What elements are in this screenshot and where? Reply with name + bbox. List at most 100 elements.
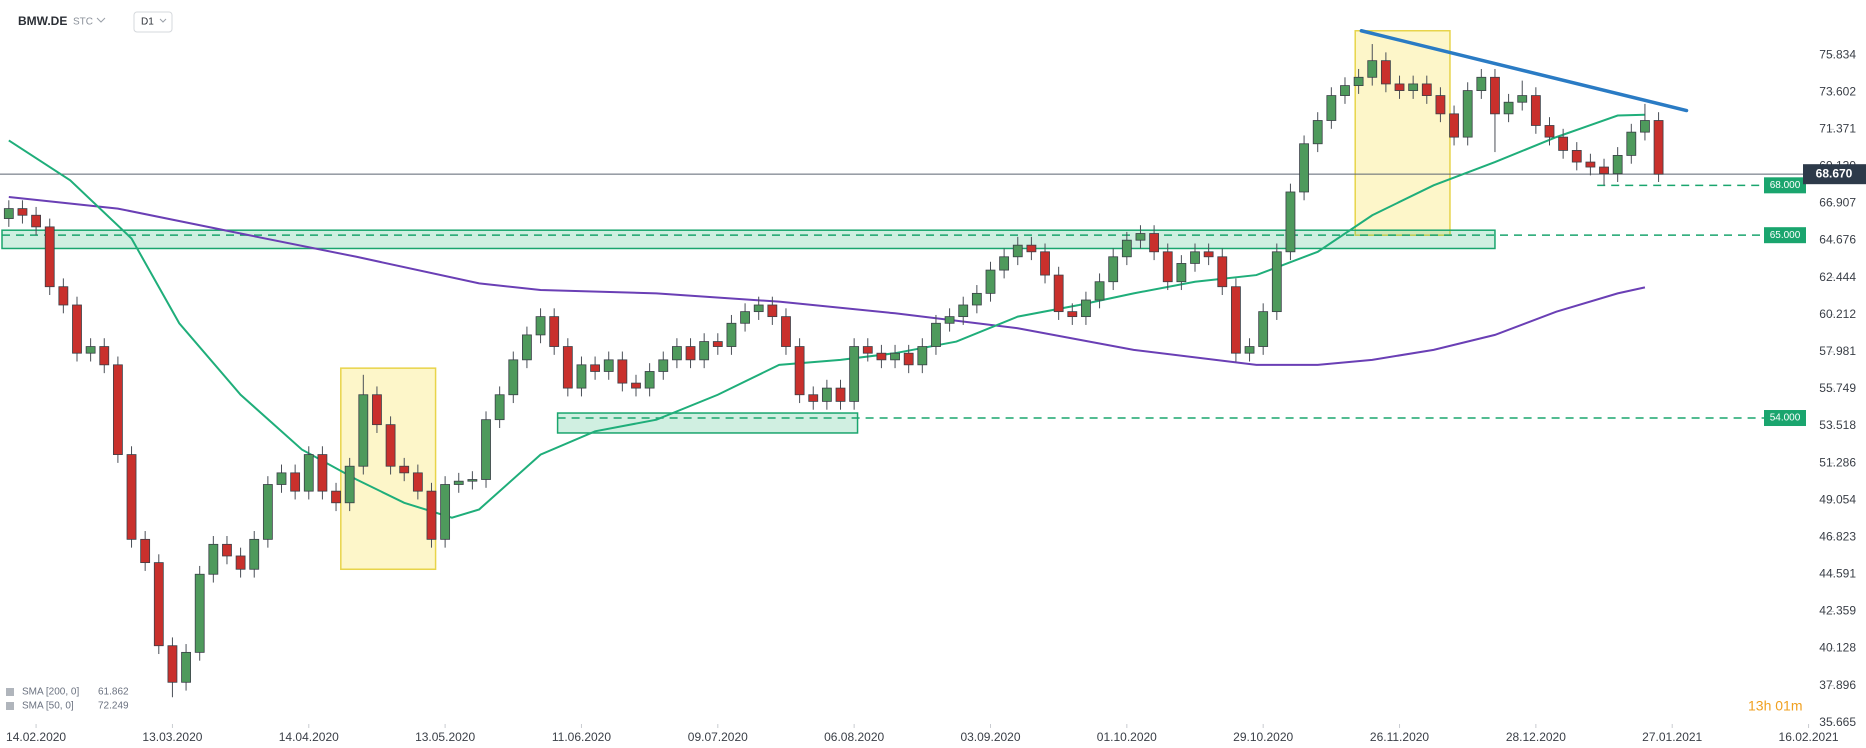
candle-body (522, 334, 532, 361)
interval: D1 (141, 17, 154, 28)
candle-body (1340, 85, 1350, 96)
candle-body (112, 364, 123, 455)
y-tick-label: 44.591 (1819, 567, 1856, 581)
candle-body (1149, 233, 1160, 253)
level-label: 65.000 (1770, 230, 1801, 241)
countdown: 13h 01m (1748, 698, 1802, 714)
candle-body (412, 472, 423, 492)
candle-body (44, 226, 55, 288)
candle-body (181, 651, 191, 683)
level-label: 54.000 (1770, 413, 1801, 424)
candle-body (849, 346, 860, 402)
candle-body (631, 382, 641, 389)
candle-body (1449, 113, 1459, 138)
candle-body (753, 304, 764, 313)
y-tick-label: 57.981 (1819, 344, 1856, 358)
y-tick-label: 64.676 (1819, 233, 1856, 247)
candle-body (99, 346, 110, 366)
candle-body (958, 304, 969, 318)
candle-body (603, 359, 614, 372)
candle-body (699, 341, 710, 361)
candle-body (1108, 256, 1119, 283)
candle-body (1244, 346, 1255, 354)
candle-body (1435, 95, 1446, 115)
candle-body (1353, 76, 1364, 86)
level-tag (1764, 410, 1806, 427)
candle-body (1380, 60, 1391, 85)
candle-body (194, 573, 205, 653)
candle-body (1367, 60, 1378, 78)
candle-body (467, 479, 478, 482)
sma-line (8, 113, 1645, 519)
candle-body (85, 346, 96, 354)
candle-body (1394, 83, 1405, 91)
y-tick-label: 46.823 (1819, 529, 1856, 543)
legend-value: 72.249 (98, 701, 129, 712)
candle-body (1012, 244, 1023, 258)
y-tick-label: 35.665 (1819, 715, 1856, 729)
x-tick-label: 03.09.2020 (960, 730, 1020, 744)
candle-body (1421, 83, 1432, 96)
candle-body (249, 538, 260, 570)
x-tick-label: 13.03.2020 (142, 730, 202, 744)
y-tick-label: 53.518 (1819, 418, 1856, 432)
candle-body (821, 387, 832, 402)
candle-body (1585, 161, 1596, 168)
x-tick-label: 29.10.2020 (1233, 730, 1293, 744)
candle-body (535, 316, 546, 336)
x-tick-label: 09.07.2020 (688, 730, 748, 744)
last-price-tag (1803, 164, 1866, 185)
x-tick-label: 11.06.2020 (552, 730, 611, 744)
x-tick-label: 13.05.2020 (415, 730, 475, 744)
candle-body (1081, 299, 1091, 318)
interval-select[interactable] (133, 11, 173, 33)
candle-body (1544, 125, 1555, 138)
candle-body (290, 472, 301, 492)
highlight-box (340, 367, 437, 571)
candle-body (3, 208, 14, 219)
dropdown-icon[interactable] (96, 17, 106, 23)
x-tick-label: 26.11.2020 (1370, 730, 1429, 744)
candle-body (72, 304, 82, 354)
sma-line (8, 195, 1646, 366)
y-tick-label: 42.359 (1819, 604, 1856, 618)
candle-body (508, 359, 519, 396)
candle-body (890, 352, 900, 361)
legend-name: SMA [50, 0] (22, 701, 74, 712)
candle-body (426, 490, 437, 540)
candle-body (1408, 83, 1419, 91)
x-tick-label: 06.08.2020 (824, 730, 884, 744)
candle-body (1053, 274, 1064, 313)
candle-body (317, 454, 328, 492)
candle-body (358, 394, 369, 467)
candle-body (712, 341, 723, 347)
candle-body (262, 484, 273, 540)
candle-body (999, 256, 1010, 271)
candle-body (344, 465, 355, 504)
candle-body (1653, 120, 1664, 175)
candle-body (1503, 101, 1514, 115)
candle-body (876, 352, 887, 361)
candle-body (1285, 191, 1296, 253)
candle-body (1571, 150, 1582, 163)
candle-body (685, 346, 696, 361)
candle-body (781, 316, 791, 347)
candle-body (399, 465, 410, 474)
candle-body (835, 387, 846, 402)
candle-body (1490, 76, 1500, 115)
candle-body (1217, 256, 1228, 288)
candle-body (1517, 95, 1528, 103)
x-tick-label: 14.02.2020 (6, 730, 66, 744)
candle-body (494, 394, 505, 421)
candle-body (1462, 90, 1473, 138)
candle-body (372, 394, 382, 426)
candle-body (1203, 251, 1214, 258)
symbol[interactable]: BMW.DE (18, 14, 67, 28)
candle-body (1612, 155, 1623, 175)
candle-body (1026, 244, 1037, 253)
candle-body (1530, 95, 1541, 126)
candle-body (1476, 76, 1487, 91)
candle-body (1599, 166, 1609, 175)
candle-body (740, 311, 750, 324)
